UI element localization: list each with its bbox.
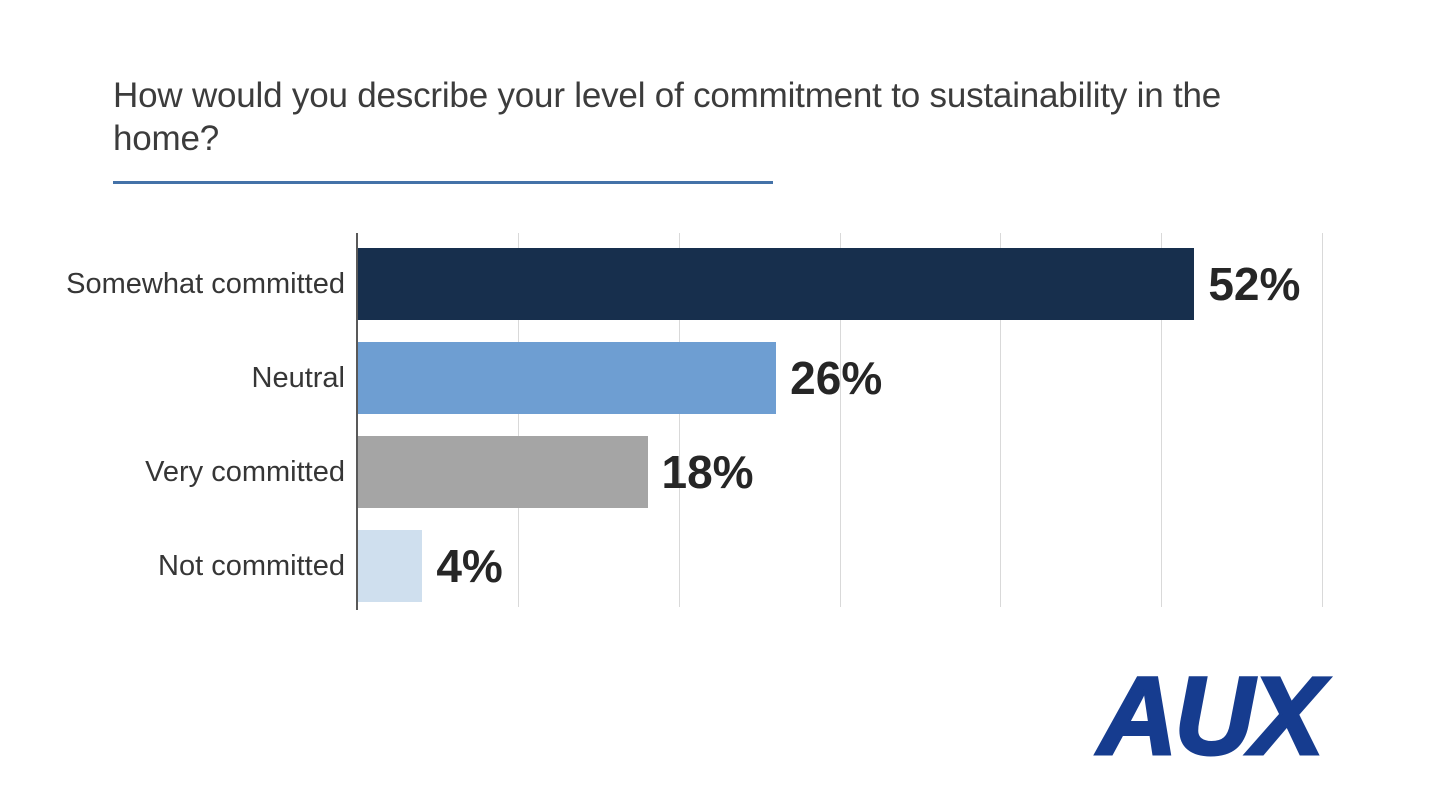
gridline [1322,233,1323,607]
value-label: 52% [1208,258,1301,310]
aux-logo: AUX [1096,655,1325,778]
bar-not-committed [358,530,423,602]
title-underline [113,181,773,184]
gridline [839,233,841,607]
gridline [517,233,519,607]
bar-neutral [358,342,777,414]
category-label: Not committed [158,549,345,582]
value-label: 18% [661,446,754,498]
bar-somewhat-committed [358,248,1195,320]
category-label: Neutral [251,361,346,394]
gridline [1000,233,1002,607]
chart-title: How would you describe your level of com… [113,76,1222,158]
gridline [1161,233,1163,607]
value-label: 26% [790,352,883,404]
bar-very-committed [358,436,648,508]
gridline [678,233,680,607]
y-axis-line [356,233,358,610]
category-label: Very committed [145,455,345,488]
category-label: Somewhat committed [66,267,345,300]
value-label: 4% [436,540,503,592]
